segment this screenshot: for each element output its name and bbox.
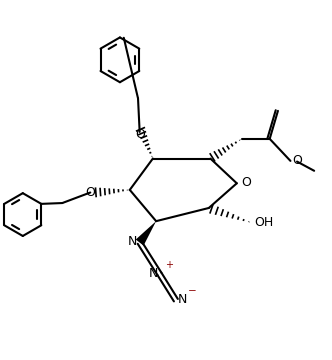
Text: O: O bbox=[241, 176, 251, 189]
Text: +: + bbox=[165, 260, 173, 270]
Text: OH: OH bbox=[254, 216, 274, 229]
Polygon shape bbox=[136, 221, 156, 246]
Text: N: N bbox=[127, 235, 137, 248]
Text: −: − bbox=[188, 285, 197, 296]
Text: O: O bbox=[136, 128, 146, 141]
Text: O: O bbox=[292, 154, 302, 167]
Text: N: N bbox=[178, 293, 187, 306]
Text: N: N bbox=[148, 267, 158, 280]
Text: O: O bbox=[85, 186, 95, 199]
